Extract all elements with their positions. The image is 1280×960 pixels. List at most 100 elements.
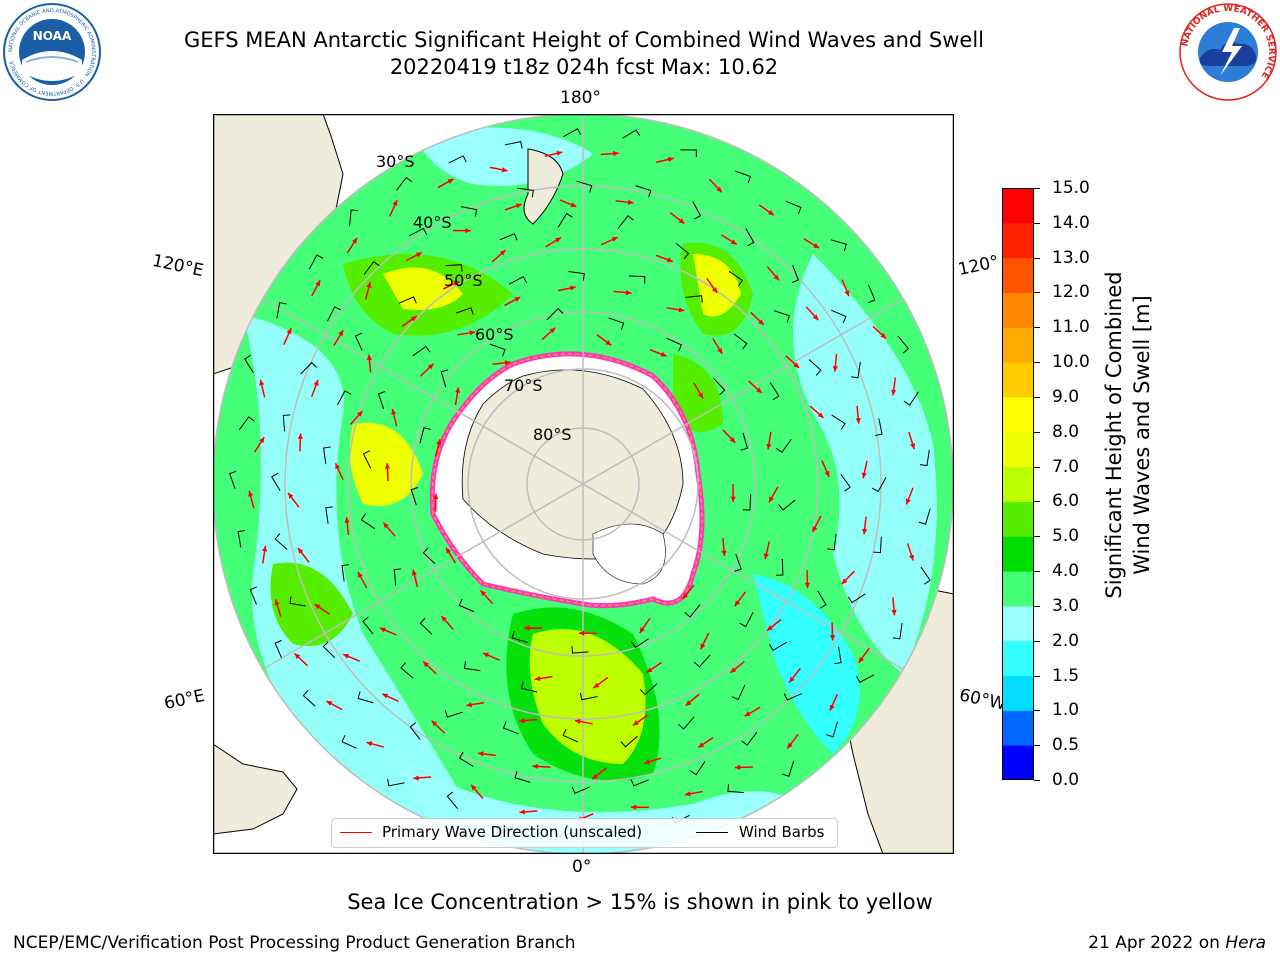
wind-barb bbox=[393, 568, 402, 586]
wave-arrow-head bbox=[862, 528, 868, 535]
colorbar-bin bbox=[1002, 640, 1034, 677]
wind-barb bbox=[631, 638, 650, 649]
wind-barb bbox=[563, 128, 582, 137]
colorbar-tick-mark bbox=[1034, 675, 1040, 677]
wave-arrow-head bbox=[326, 701, 333, 706]
wave-arrow-head bbox=[259, 437, 265, 444]
colorbar-bin bbox=[1002, 257, 1034, 293]
wind-barb bbox=[271, 472, 281, 491]
colorbar-tick-mark bbox=[1034, 780, 1040, 781]
wave-arrow-head bbox=[554, 237, 561, 243]
colorbar-tick-mark bbox=[1034, 362, 1040, 364]
wind-barb bbox=[354, 332, 363, 351]
wave-arrow-head bbox=[357, 571, 363, 578]
wind-barb bbox=[774, 310, 790, 323]
wave-arrow-head bbox=[666, 257, 673, 263]
wave-arrow-head bbox=[684, 791, 691, 797]
legend-wave-direction-swatch bbox=[340, 832, 372, 833]
wind-barb bbox=[579, 692, 598, 701]
wave-arrow-head bbox=[248, 490, 254, 497]
wind-barb bbox=[400, 662, 414, 679]
wave-arrow-head bbox=[632, 720, 639, 726]
wave-arrow-head bbox=[382, 693, 389, 699]
lat-label-50s: 50°S bbox=[444, 271, 483, 290]
wind-barb bbox=[517, 187, 534, 198]
colorbar-bin bbox=[1002, 501, 1034, 537]
wave-arrow-head bbox=[858, 656, 864, 663]
wave-arrow-head bbox=[335, 463, 341, 470]
wind-barb bbox=[630, 779, 649, 787]
wave-arrow-head bbox=[469, 330, 476, 336]
lat-label-70s: 70°S bbox=[504, 376, 543, 395]
wave-arrow-head bbox=[646, 667, 653, 673]
wave-arrow-head bbox=[413, 775, 419, 781]
wind-barb bbox=[562, 728, 579, 743]
wind-barb bbox=[871, 477, 887, 493]
wind-barb bbox=[489, 343, 506, 357]
wind-barb bbox=[336, 390, 352, 406]
wind-barb bbox=[741, 731, 758, 746]
wave-arrow-head bbox=[763, 553, 769, 560]
colorbar-bin bbox=[1002, 222, 1034, 259]
wave-arrow-head bbox=[758, 319, 764, 325]
wind-barb bbox=[419, 427, 431, 444]
colorbar-tick-label: 1.5 bbox=[1052, 665, 1080, 686]
wave-arrow-head bbox=[773, 274, 780, 281]
wave-arrow-head bbox=[515, 203, 522, 209]
colorbar-label-line1: Significant Height of Combined bbox=[1102, 271, 1126, 599]
antarctica bbox=[429, 351, 705, 609]
wave-arrow-head bbox=[829, 634, 836, 641]
wind-barb bbox=[775, 559, 784, 576]
colorbar-bin bbox=[1002, 431, 1034, 468]
colorbar-bin bbox=[1002, 292, 1034, 328]
wave-arrow-head bbox=[744, 711, 751, 717]
footer-host: Hera bbox=[1225, 933, 1266, 953]
lat-label-80s: 80°S bbox=[533, 425, 572, 444]
wave-arrow-head bbox=[813, 243, 820, 249]
colorbar-tick-label: 10.0 bbox=[1052, 352, 1090, 373]
wave-arrow-head bbox=[297, 547, 304, 554]
wind-barb bbox=[639, 683, 658, 696]
wind-barb bbox=[775, 439, 792, 454]
map-title: GEFS MEAN Antarctic Significant Height o… bbox=[183, 28, 985, 52]
wave-arrow-head bbox=[793, 362, 800, 368]
wave-arrow-head bbox=[832, 366, 838, 372]
wave-arrow-head bbox=[910, 443, 916, 450]
wave-arrow-head bbox=[384, 463, 391, 469]
colorbar-tick-mark bbox=[1034, 605, 1040, 607]
wave-arrow-head bbox=[570, 202, 577, 208]
wind-barb bbox=[444, 710, 463, 718]
colorbar-tick-label: 11.0 bbox=[1052, 317, 1090, 338]
colorbar-tick-mark bbox=[1034, 292, 1040, 294]
colorbar-tick-mark bbox=[1034, 431, 1040, 433]
wind-barb bbox=[713, 378, 726, 396]
colorbar-bin bbox=[1002, 466, 1034, 502]
lon-label-180: 180° bbox=[560, 88, 601, 108]
wave-arrow-head bbox=[812, 314, 819, 321]
wave-arrow-head bbox=[356, 410, 363, 417]
colorbar-tick-mark bbox=[1034, 188, 1040, 189]
sea-ice-note: Sea Ice Concentration > 15% is shown in … bbox=[347, 890, 933, 914]
wind-barb bbox=[918, 508, 931, 525]
wave-arrow-head bbox=[717, 347, 723, 354]
wave-arrow-head bbox=[343, 653, 350, 659]
wind-barb bbox=[362, 450, 372, 469]
wave-arrow-head bbox=[313, 379, 319, 386]
wind-barb bbox=[446, 791, 459, 809]
wave-arrow-head bbox=[383, 522, 389, 529]
wind-barb bbox=[499, 233, 518, 241]
wave-arrow-head bbox=[817, 412, 824, 418]
wind-barb bbox=[742, 494, 752, 511]
wave-arrow-head bbox=[286, 328, 292, 335]
wind-barb bbox=[249, 586, 257, 605]
wave-direction-arrows bbox=[248, 150, 916, 822]
wave-arrow-head bbox=[274, 599, 280, 606]
wave-arrow-head bbox=[294, 653, 301, 659]
wave-arrow-head bbox=[379, 627, 386, 633]
colorbar-tick-label: 15.0 bbox=[1052, 178, 1090, 198]
colorbar-tick-mark bbox=[1034, 745, 1040, 747]
wave-arrow-head bbox=[482, 652, 489, 658]
wave-arrow-head bbox=[711, 287, 718, 294]
wave-arrow-head bbox=[909, 554, 914, 561]
colorbar-tick-label: 9.0 bbox=[1052, 386, 1080, 407]
